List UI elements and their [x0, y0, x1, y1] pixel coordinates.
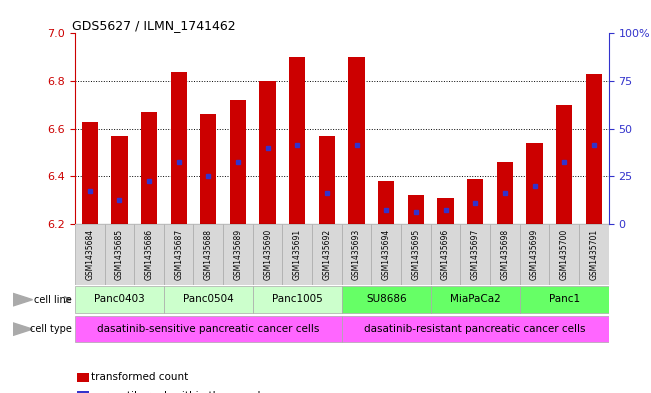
Text: GSM1435688: GSM1435688: [204, 229, 213, 280]
Text: percentile rank within the sample: percentile rank within the sample: [91, 391, 267, 393]
Bar: [342, 286, 431, 313]
Text: Panc1005: Panc1005: [272, 294, 323, 304]
Bar: [460, 224, 490, 285]
Bar: [193, 224, 223, 285]
Bar: [408, 195, 424, 224]
Bar: [105, 224, 134, 285]
Polygon shape: [13, 293, 33, 306]
Bar: [134, 224, 164, 285]
Bar: [81, 121, 98, 224]
Bar: [401, 224, 431, 285]
Text: GSM1435690: GSM1435690: [263, 229, 272, 280]
Bar: [378, 181, 395, 224]
Bar: [230, 100, 246, 224]
Bar: [200, 114, 217, 224]
Bar: [171, 72, 187, 224]
Text: Panc0403: Panc0403: [94, 294, 145, 304]
Bar: [164, 286, 253, 313]
Bar: [437, 198, 454, 224]
Bar: [519, 224, 549, 285]
Text: GSM1435684: GSM1435684: [85, 229, 94, 280]
Text: Panc1: Panc1: [549, 294, 580, 304]
Bar: [467, 179, 484, 224]
Bar: [164, 224, 193, 285]
Bar: [497, 162, 513, 224]
Text: GSM1435686: GSM1435686: [145, 229, 154, 280]
Bar: [289, 57, 305, 224]
Text: cell line: cell line: [34, 295, 72, 305]
Bar: [549, 224, 579, 285]
Bar: [75, 286, 164, 313]
Text: GDS5627 / ILMN_1741462: GDS5627 / ILMN_1741462: [72, 19, 236, 32]
Text: GSM1435698: GSM1435698: [501, 229, 509, 280]
Bar: [283, 224, 312, 285]
Bar: [579, 224, 609, 285]
Bar: [586, 74, 602, 224]
Text: GSM1435695: GSM1435695: [411, 229, 421, 280]
Text: GSM1435693: GSM1435693: [352, 229, 361, 280]
Text: Panc0504: Panc0504: [183, 294, 234, 304]
Bar: [431, 224, 460, 285]
Text: GSM1435697: GSM1435697: [471, 229, 480, 280]
Text: transformed count: transformed count: [91, 372, 188, 382]
Bar: [519, 286, 609, 313]
Bar: [111, 136, 128, 224]
Bar: [372, 224, 401, 285]
Text: GSM1435701: GSM1435701: [589, 229, 598, 280]
Bar: [253, 224, 283, 285]
Bar: [319, 136, 335, 224]
Text: GSM1435700: GSM1435700: [560, 229, 569, 280]
Text: GSM1435687: GSM1435687: [174, 229, 183, 280]
Text: dasatinib-resistant pancreatic cancer cells: dasatinib-resistant pancreatic cancer ce…: [365, 323, 586, 334]
Bar: [527, 143, 543, 224]
Bar: [490, 224, 519, 285]
Text: dasatinib-sensitive pancreatic cancer cells: dasatinib-sensitive pancreatic cancer ce…: [97, 323, 320, 334]
Polygon shape: [13, 323, 33, 335]
Bar: [141, 112, 157, 224]
Text: GSM1435696: GSM1435696: [441, 229, 450, 280]
Bar: [260, 81, 276, 224]
Text: GSM1435691: GSM1435691: [293, 229, 302, 280]
Bar: [342, 224, 372, 285]
Text: MiaPaCa2: MiaPaCa2: [450, 294, 501, 304]
Bar: [348, 57, 365, 224]
Bar: [223, 224, 253, 285]
Text: cell type: cell type: [30, 324, 72, 334]
Bar: [75, 224, 105, 285]
Bar: [431, 286, 519, 313]
Text: GSM1435685: GSM1435685: [115, 229, 124, 280]
Bar: [342, 316, 609, 342]
Bar: [75, 316, 342, 342]
Text: GSM1435699: GSM1435699: [530, 229, 539, 280]
Text: GSM1435692: GSM1435692: [322, 229, 331, 280]
Text: GSM1435694: GSM1435694: [381, 229, 391, 280]
Text: GSM1435689: GSM1435689: [234, 229, 242, 280]
Bar: [253, 286, 342, 313]
Bar: [312, 224, 342, 285]
Bar: [556, 105, 572, 224]
Text: SU8686: SU8686: [366, 294, 407, 304]
